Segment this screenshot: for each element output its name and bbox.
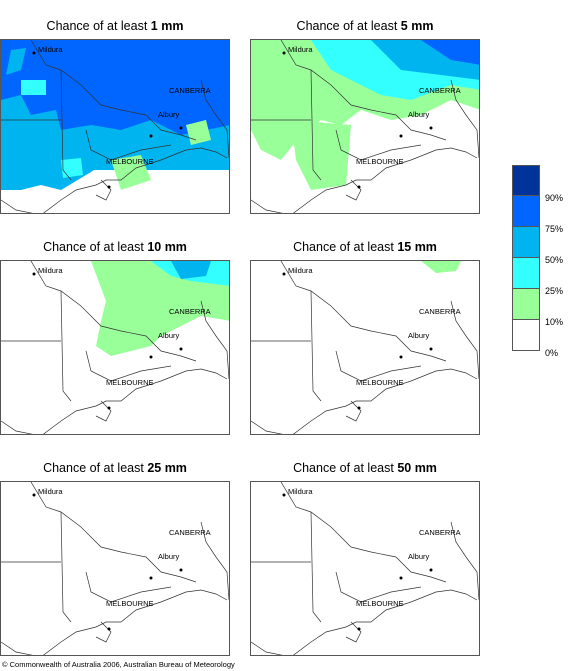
probability-shading	[421, 261, 461, 273]
label-albury: Albury	[408, 331, 430, 340]
panel-title: Chance of at least 25 mm	[0, 461, 230, 479]
label-mildura: Mildura	[38, 266, 63, 275]
legend-label-90: 90%	[545, 193, 564, 203]
map-outline	[251, 482, 479, 655]
label-albury: Albury	[158, 331, 180, 340]
label-mildura: Mildura	[38, 487, 63, 496]
place-markers	[282, 51, 433, 189]
copyright-notice: © Commonwealth of Australia 2006, Austra…	[2, 660, 235, 669]
panel-title: Chance of at least 5 mm	[250, 19, 480, 37]
legend-swatch-10	[512, 289, 540, 320]
label-albury: Albury	[408, 110, 430, 119]
panel-title: Chance of at least 1 mm	[0, 19, 230, 37]
label-melbourne: MELBOURNE	[106, 599, 154, 608]
place-markers	[282, 493, 433, 631]
legend-swatch-50	[512, 227, 540, 258]
title-prefix: Chance of at least	[43, 461, 148, 475]
title-amount: 50 mm	[397, 461, 437, 475]
title-prefix: Chance of at least	[293, 461, 398, 475]
title-prefix: Chance of at least	[43, 240, 148, 254]
label-albury: Albury	[158, 110, 180, 119]
panel-title: Chance of at least 15 mm	[250, 240, 480, 258]
map-outline	[251, 40, 479, 213]
legend-swatch-90	[512, 165, 540, 196]
label-melbourne: MELBOURNE	[106, 378, 154, 387]
map-50mm: Mildura CANBERRA Albury MELBOURNE	[250, 481, 480, 656]
label-melbourne: MELBOURNE	[356, 378, 404, 387]
label-canberra: CANBERRA	[169, 528, 211, 537]
probability-legend: 90% 75% 50% 25% 10% 0%	[512, 165, 570, 365]
legend-swatch-0	[512, 320, 540, 351]
label-melbourne: MELBOURNE	[356, 157, 404, 166]
place-markers	[32, 272, 183, 410]
panel-title: Chance of at least 50 mm	[250, 461, 480, 479]
legend-label-10: 10%	[545, 317, 564, 327]
label-melbourne: MELBOURNE	[106, 157, 154, 166]
label-mildura: Mildura	[288, 487, 313, 496]
probability-shading	[251, 40, 479, 190]
label-mildura: Mildura	[38, 45, 63, 54]
legend-swatch-25	[512, 258, 540, 289]
label-canberra: CANBERRA	[169, 86, 211, 95]
title-prefix: Chance of at least	[296, 19, 401, 33]
legend-label-50: 50%	[545, 255, 564, 265]
map-5mm: Mildura CANBERRA Albury MELBOURNE	[250, 39, 480, 214]
title-amount: 15 mm	[397, 240, 437, 254]
place-markers	[32, 493, 183, 631]
map-1mm: Mildura CANBERRA Albury MELBOURNE	[0, 39, 230, 214]
map-outline	[1, 40, 229, 213]
label-canberra: CANBERRA	[419, 307, 461, 316]
label-mildura: Mildura	[288, 266, 313, 275]
place-markers	[282, 272, 433, 410]
label-albury: Albury	[408, 552, 430, 561]
map-15mm: Mildura CANBERRA Albury MELBOURNE	[250, 260, 480, 435]
title-amount: 25 mm	[147, 461, 187, 475]
label-canberra: CANBERRA	[169, 307, 211, 316]
legend-swatch-75	[512, 196, 540, 227]
legend-label-75: 75%	[545, 224, 564, 234]
map-outline	[251, 261, 479, 434]
label-mildura: Mildura	[288, 45, 313, 54]
title-amount: 10 mm	[147, 240, 187, 254]
title-prefix: Chance of at least	[46, 19, 151, 33]
map-outline	[1, 482, 229, 655]
title-amount: 1 mm	[150, 19, 184, 33]
label-melbourne: MELBOURNE	[356, 599, 404, 608]
map-25mm: Mildura CANBERRA Albury MELBOURNE	[0, 481, 230, 656]
place-markers	[32, 51, 183, 189]
label-canberra: CANBERRA	[419, 86, 461, 95]
map-outline	[1, 261, 229, 434]
legend-label-0: 0%	[545, 348, 559, 358]
label-albury: Albury	[158, 552, 180, 561]
map-10mm: Mildura CANBERRA Albury MELBOURNE	[0, 260, 230, 435]
title-amount: 5 mm	[400, 19, 434, 33]
panel-title: Chance of at least 10 mm	[0, 240, 230, 258]
probability-shading	[1, 40, 229, 190]
legend-label-25: 25%	[545, 286, 564, 296]
label-canberra: CANBERRA	[419, 528, 461, 537]
title-prefix: Chance of at least	[293, 240, 398, 254]
